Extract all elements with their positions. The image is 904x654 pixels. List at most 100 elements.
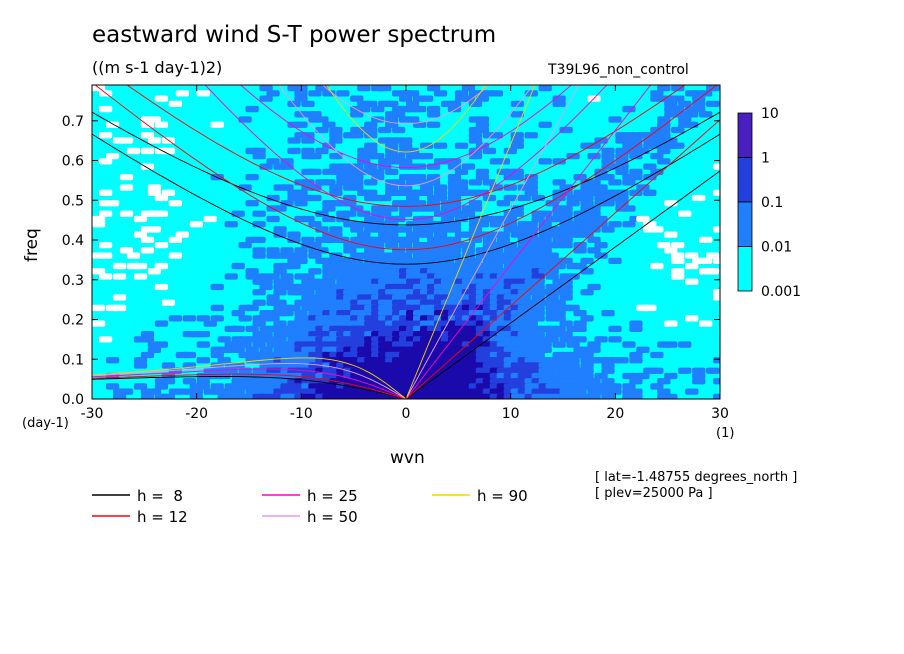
gravity-curve <box>92 0 720 80</box>
field-cell <box>98 336 113 343</box>
field-cell <box>301 289 315 296</box>
field-cell <box>475 173 490 181</box>
field-cell <box>531 215 545 223</box>
field-cell <box>140 351 155 359</box>
field-cell <box>238 315 252 322</box>
field-cell <box>322 121 336 128</box>
field-cell <box>273 320 287 327</box>
field-cell <box>475 116 490 123</box>
field-cell <box>587 247 601 254</box>
field-cell <box>406 194 420 202</box>
field-cell <box>203 320 217 327</box>
field-cell <box>231 210 245 217</box>
field-cell <box>322 90 336 97</box>
field-cell <box>294 252 308 259</box>
field-cell <box>252 252 266 259</box>
field-cell <box>329 132 343 139</box>
field-cell <box>385 142 399 149</box>
field-cell <box>315 147 329 155</box>
field-cell <box>154 242 169 249</box>
field-cell <box>161 393 176 399</box>
field-cell <box>224 273 238 280</box>
field-cell <box>447 236 462 244</box>
field-cell <box>552 179 566 186</box>
field-cell <box>657 378 671 385</box>
field-cell <box>524 231 538 238</box>
field-cell <box>301 236 315 244</box>
field-cell <box>245 346 259 353</box>
field-cell <box>161 362 176 369</box>
field-cell <box>566 357 580 364</box>
field-cell <box>468 137 483 144</box>
field-cell <box>273 226 287 233</box>
gravity-curve <box>240 85 572 169</box>
field-cell <box>112 294 127 301</box>
field-cell <box>419 153 434 160</box>
field-cell <box>426 179 441 186</box>
field-cell <box>98 242 113 249</box>
field-cell <box>238 184 252 191</box>
field-cell <box>126 252 141 259</box>
field-cell <box>98 252 113 259</box>
field-cell <box>259 283 273 291</box>
field-cell <box>559 320 573 327</box>
field-cell <box>580 315 594 322</box>
field-cell <box>692 378 706 385</box>
field-cell <box>615 168 629 176</box>
gravity-curve <box>92 111 720 226</box>
field-cell <box>475 126 490 134</box>
rossby-curve <box>92 373 407 399</box>
x-tick-label: -20 <box>185 406 208 422</box>
field-cell <box>496 231 510 238</box>
field-cell <box>629 378 643 385</box>
field-cell <box>671 252 685 259</box>
field-cell <box>517 294 531 301</box>
dispersion-curves <box>92 0 720 399</box>
field-cell <box>210 304 224 312</box>
field-cell <box>573 247 587 254</box>
field-cell <box>510 210 524 217</box>
field-cell <box>252 147 266 155</box>
field-cell <box>419 142 434 149</box>
field-cell <box>426 105 441 113</box>
field-cell <box>196 357 210 364</box>
field-cell <box>266 294 280 301</box>
field-cell <box>245 325 259 333</box>
field-cell <box>133 273 148 280</box>
field-cell <box>252 210 266 217</box>
field-cell <box>252 341 266 348</box>
field-cell <box>559 205 573 212</box>
field-cell <box>259 346 273 353</box>
field-cell <box>657 388 671 395</box>
field-cell <box>294 95 308 102</box>
field-cell <box>182 315 196 322</box>
field-cell <box>671 95 685 102</box>
field-cell <box>559 242 573 249</box>
gravity-curve <box>278 85 534 187</box>
field-cell <box>105 383 120 390</box>
field-cell <box>706 268 720 275</box>
axis-ticks: -30 -20 -10 0 10 20 30 0.0 0.1 0.2 0.3 0.4 0.5 0.6 0.7 <box>62 85 729 422</box>
field-cell <box>252 289 266 296</box>
rossby-curve <box>92 363 407 399</box>
field-cell <box>531 294 545 301</box>
field-cell <box>266 90 280 97</box>
field-cell <box>280 278 294 285</box>
field-cell <box>447 194 462 202</box>
field-cell <box>119 388 134 395</box>
field-cell <box>322 179 336 186</box>
field-cell <box>608 257 622 264</box>
field-cell <box>364 126 378 134</box>
field-cell <box>168 200 183 207</box>
field-cell <box>664 231 678 238</box>
field-cell <box>650 351 664 359</box>
field-cell <box>468 153 483 160</box>
x-tick-label: 30 <box>711 406 729 422</box>
field-cell <box>552 341 566 348</box>
field-cell <box>552 100 566 107</box>
field-cell <box>650 262 664 270</box>
field-cell <box>657 158 671 165</box>
field-cell <box>510 111 524 118</box>
field-cell <box>552 299 566 306</box>
